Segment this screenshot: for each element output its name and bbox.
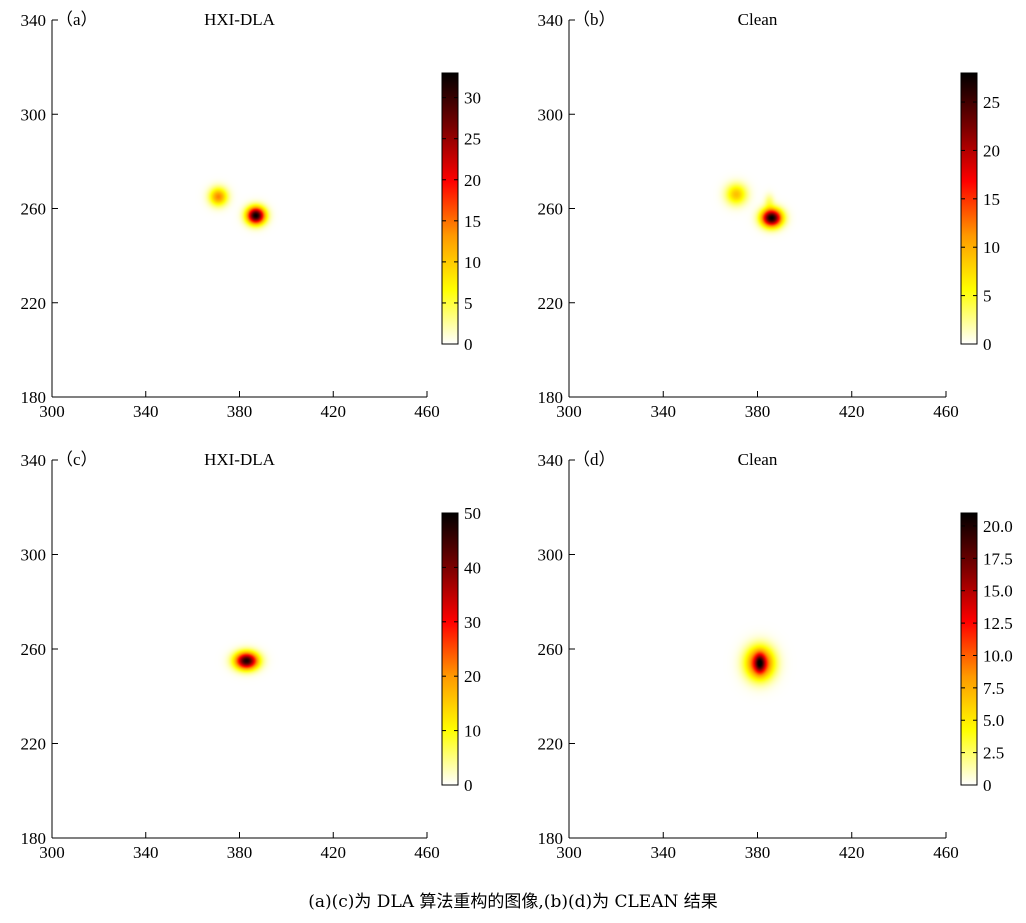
colorbar-tick-label: 30 [464, 89, 481, 108]
colorbar-tick-label: 10 [464, 722, 481, 741]
colorbar-tick-label: 20 [983, 141, 1000, 160]
panel-label: （d） [573, 450, 616, 469]
figure-caption: (a)(c)为 DLA 算法重构的图像,(b)(d)为 CLEAN 结果 [308, 892, 718, 912]
colorbar-tick-label: 20 [464, 171, 481, 190]
x-tick-label: 420 [321, 843, 347, 862]
panel-title: Clean [738, 10, 778, 29]
y-tick-label: 300 [21, 546, 47, 565]
heatmap-image [52, 460, 427, 838]
colorbar-tick-label: 20.0 [983, 517, 1013, 536]
colorbar-tick-label: 0 [464, 776, 473, 795]
x-tick-label: 300 [556, 843, 582, 862]
panel-title: Clean [738, 450, 778, 469]
x-tick-label: 420 [839, 402, 865, 421]
colorbar-tick-label: 5.0 [983, 711, 1004, 730]
colorbar-tick-label: 30 [464, 613, 481, 632]
x-tick-label: 380 [745, 402, 771, 421]
y-tick-label: 260 [21, 640, 47, 659]
y-tick-label: 340 [538, 451, 564, 470]
y-tick-label: 220 [538, 735, 564, 754]
panel-b: 300 340 380 420 460 180 220 260 300 340 （b） Clean 0 5… [538, 10, 1001, 421]
y-tick-label: 260 [21, 200, 47, 219]
x-tick-label: 340 [133, 843, 159, 862]
colorbar-tick-label: 40 [464, 558, 481, 577]
y-tick-label: 180 [538, 388, 564, 407]
x-tick-label: 300 [556, 402, 582, 421]
x-tick-label: 380 [227, 402, 253, 421]
panel-title: HXI-DLA [204, 10, 276, 29]
colorbar-tick-label: 25 [983, 93, 1000, 112]
y-tick-label: 340 [21, 11, 47, 30]
colorbar-tick-label: 17.5 [983, 549, 1013, 568]
panel-title: HXI-DLA [204, 450, 276, 469]
colorbar-tick-label: 0 [983, 335, 992, 354]
colorbar-tick-label: 20 [464, 667, 481, 686]
y-tick-label: 300 [538, 546, 564, 565]
colorbar [960, 72, 978, 345]
y-tick-label: 300 [21, 105, 47, 124]
colorbar-tick-label: 25 [464, 130, 481, 149]
colorbar-tick-label: 5 [983, 287, 992, 306]
colorbar [441, 512, 459, 786]
colorbar-tick-label: 0 [464, 335, 473, 354]
x-tick-label: 340 [133, 402, 159, 421]
panel-label: （b） [573, 10, 616, 29]
y-tick-label: 220 [21, 735, 47, 754]
colorbar [441, 72, 459, 345]
y-tick-label: 340 [538, 11, 564, 30]
x-tick-label: 340 [651, 843, 677, 862]
y-tick-label: 180 [21, 829, 47, 848]
x-tick-label: 460 [414, 843, 440, 862]
y-tick-label: 180 [21, 388, 47, 407]
x-tick-label: 380 [227, 843, 253, 862]
colorbar-tick-label: 2.5 [983, 744, 1004, 763]
y-tick-label: 260 [538, 200, 564, 219]
colorbar-tick-label: 0 [983, 776, 992, 795]
x-tick-label: 460 [933, 402, 959, 421]
y-tick-label: 220 [538, 294, 564, 313]
y-tick-label: 180 [538, 829, 564, 848]
panel-label: （a） [56, 10, 98, 29]
heatmap-image [52, 20, 427, 397]
y-tick-label: 220 [21, 294, 47, 313]
colorbar-tick-label: 10 [983, 238, 1000, 257]
colorbar-tick-label: 10.0 [983, 646, 1013, 665]
x-tick-label: 300 [39, 843, 65, 862]
x-tick-label: 420 [839, 843, 865, 862]
colorbar-tick-label: 10 [464, 253, 481, 272]
colorbar-tick-label: 15 [464, 212, 481, 231]
panel-label: （c） [56, 450, 98, 469]
colorbar-tick-label: 5 [464, 294, 473, 313]
colorbar-tick-label: 15 [983, 190, 1000, 209]
x-tick-label: 460 [414, 402, 440, 421]
colorbar-tick-label: 15.0 [983, 582, 1013, 601]
x-tick-label: 460 [933, 843, 959, 862]
colorbar-tick-label: 50 [464, 504, 481, 523]
x-tick-label: 420 [321, 402, 347, 421]
x-tick-label: 340 [651, 402, 677, 421]
y-tick-label: 300 [538, 105, 564, 124]
colorbar-tick-label: 7.5 [983, 679, 1004, 698]
x-tick-label: 380 [745, 843, 771, 862]
y-tick-label: 340 [21, 451, 47, 470]
heatmap-image [569, 20, 946, 397]
x-tick-label: 300 [39, 402, 65, 421]
y-tick-label: 260 [538, 640, 564, 659]
colorbar [960, 512, 978, 786]
heatmap-image [569, 460, 946, 838]
colorbar-tick-label: 12.5 [983, 614, 1013, 633]
panel-d: 300 340 380 420 460 180 220 260 300 340 （d） Clean 0 2… [538, 450, 1013, 862]
